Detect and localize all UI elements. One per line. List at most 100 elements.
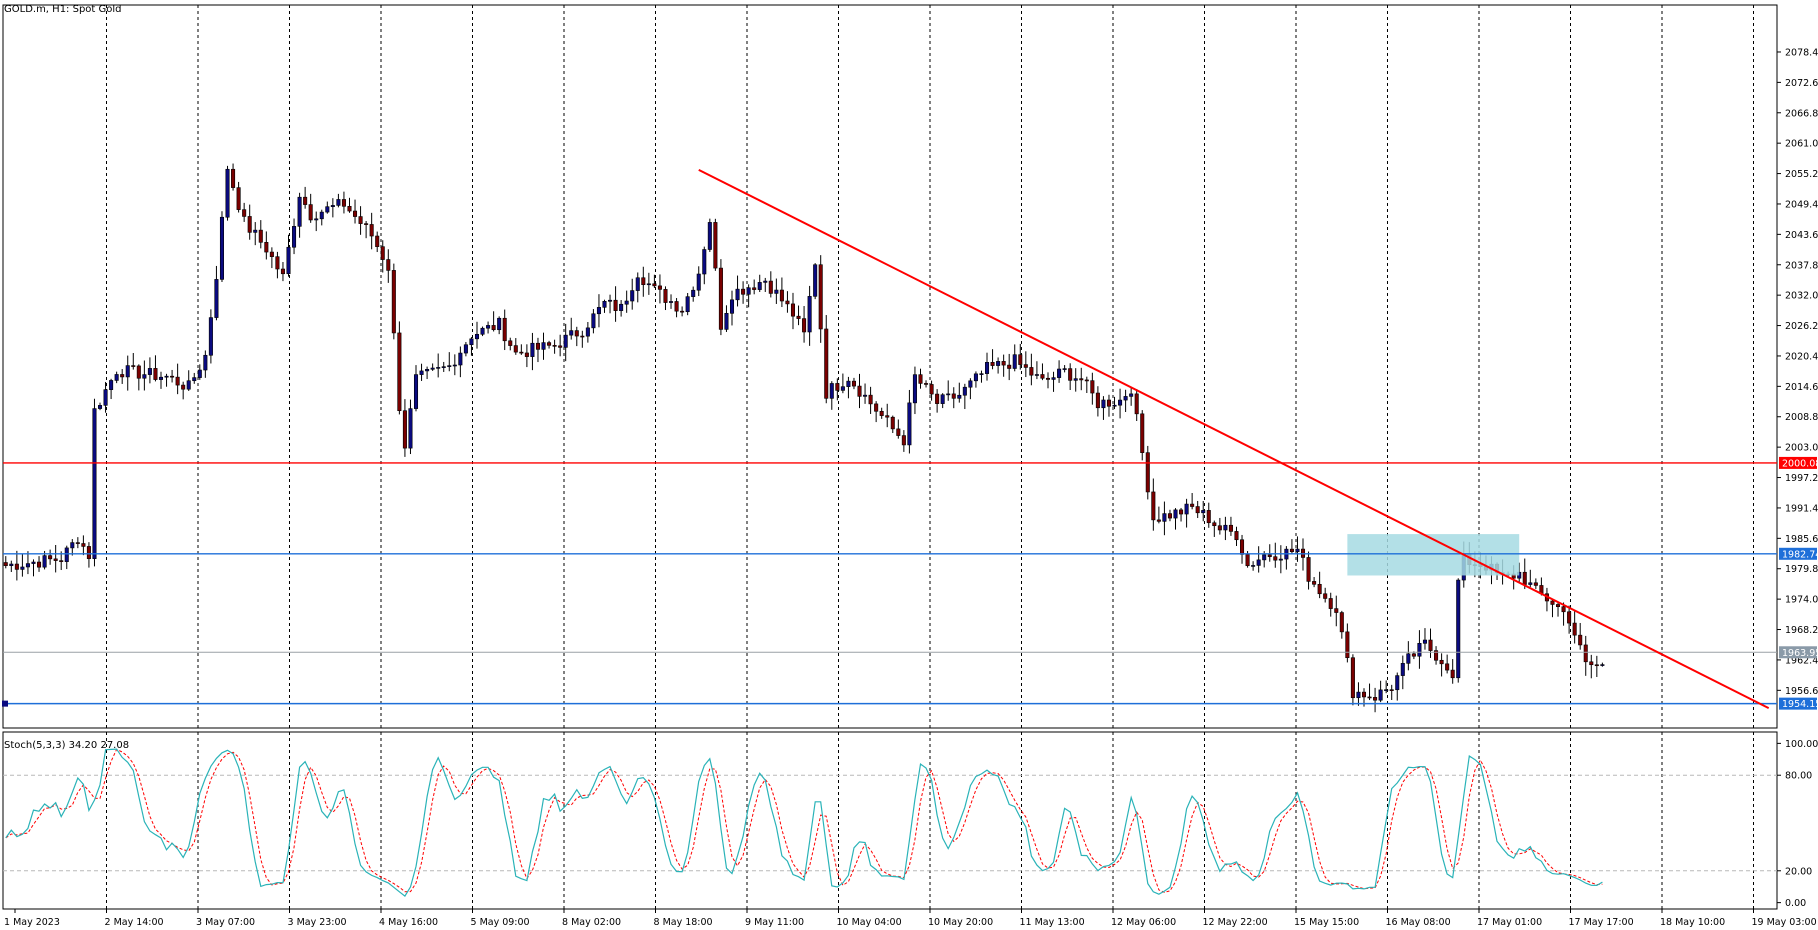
candle[interactable] [790,292,796,330]
main-price-pane[interactable]: 2078.49 2072.69 2066.89 2061.09 2055.29 2049.… [2,4,1818,729]
candle[interactable] [1334,595,1339,627]
candle[interactable] [779,277,784,308]
candle[interactable] [957,382,962,403]
candle[interactable] [619,300,624,317]
candle[interactable] [170,369,175,383]
candle[interactable] [641,266,646,297]
candle[interactable] [768,271,773,298]
candle[interactable] [1295,536,1300,562]
candle[interactable] [996,357,1001,374]
candle[interactable] [391,263,396,340]
candle[interactable] [785,291,790,313]
descending-trendline[interactable] [698,168,1770,709]
candle[interactable] [413,365,419,412]
candle[interactable] [1345,623,1350,663]
candle[interactable] [1583,635,1588,676]
candle[interactable] [1101,396,1106,420]
candle[interactable] [935,389,940,413]
candle[interactable] [109,378,114,400]
candle[interactable] [1400,655,1405,690]
candle[interactable] [258,220,263,249]
candle[interactable] [1073,368,1078,392]
candle[interactable] [885,403,890,428]
candle[interactable] [924,380,929,388]
candle[interactable] [364,220,369,239]
candle[interactable] [253,222,258,246]
candle[interactable] [558,334,563,357]
candle[interactable] [1112,396,1117,410]
candle[interactable] [1395,672,1400,701]
candle[interactable] [336,193,341,208]
candle[interactable] [103,381,108,413]
candle[interactable] [375,231,380,253]
candle[interactable] [231,163,236,191]
candle[interactable] [574,326,579,347]
candle[interactable] [524,344,529,368]
candle[interactable] [1251,561,1256,571]
candle[interactable] [497,316,502,335]
candle[interactable] [353,199,358,224]
candle[interactable] [219,211,224,282]
candle[interactable] [580,330,585,348]
candle[interactable] [757,274,762,293]
candle[interactable] [1062,365,1067,373]
candle[interactable] [203,350,208,378]
candle[interactable] [1456,578,1461,683]
candle[interactable] [158,371,164,389]
candle[interactable] [746,284,751,308]
candle[interactable] [491,311,496,332]
candle[interactable] [1422,628,1427,650]
candle[interactable] [1084,376,1089,394]
candle[interactable] [347,197,352,213]
candle[interactable] [1234,526,1239,546]
candle[interactable] [702,246,707,285]
candle[interactable] [208,309,213,364]
candle[interactable] [1445,654,1450,674]
candle[interactable] [1029,353,1034,386]
candle[interactable] [1561,602,1566,626]
candle[interactable] [1567,605,1572,634]
candle[interactable] [236,181,241,213]
candle[interactable] [585,321,590,343]
candle[interactable] [563,323,568,362]
candle[interactable] [1600,662,1605,667]
candle[interactable] [75,537,80,549]
candle[interactable] [325,201,330,214]
candle[interactable] [713,218,718,271]
candle[interactable] [635,272,640,303]
candle[interactable] [175,363,180,395]
candle[interactable] [1007,353,1012,381]
candle[interactable] [242,202,247,222]
candle[interactable] [1201,501,1206,522]
candle[interactable] [990,349,995,370]
candle[interactable] [502,309,507,351]
candle[interactable] [535,337,540,363]
candle[interactable] [1273,542,1278,568]
candle[interactable] [530,332,535,371]
candle[interactable] [680,306,685,317]
candle[interactable] [1079,367,1084,391]
candle[interactable] [508,337,513,351]
candle[interactable] [851,377,856,390]
candle[interactable] [1173,508,1178,530]
candle[interactable] [729,290,735,326]
candle[interactable] [696,266,701,297]
candle[interactable] [186,370,191,391]
candle[interactable] [92,398,97,567]
candle[interactable] [319,209,324,226]
candle[interactable] [1417,630,1422,669]
candle[interactable] [474,321,480,349]
candle[interactable] [25,551,30,575]
candle[interactable] [669,294,674,309]
candle[interactable] [1045,372,1051,389]
candle[interactable] [14,550,19,581]
candle[interactable] [1106,394,1111,417]
candle[interactable] [1550,599,1555,618]
candle[interactable] [707,218,712,252]
candle[interactable] [480,326,485,337]
candle[interactable] [1212,520,1217,537]
candle[interactable] [824,315,829,404]
candle[interactable] [458,346,463,378]
candle[interactable] [1095,386,1100,417]
candle[interactable] [436,353,441,378]
